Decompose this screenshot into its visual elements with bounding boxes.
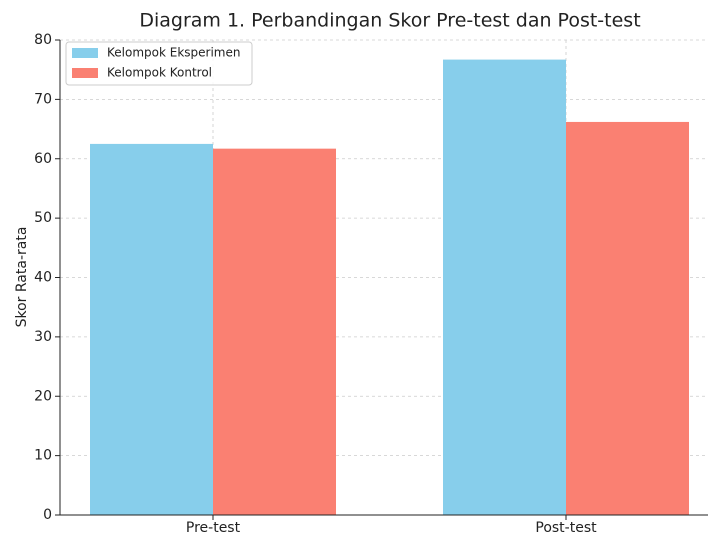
bar	[90, 143, 213, 515]
y-tick-label: 0	[43, 507, 52, 523]
y-tick-label: 70	[34, 91, 52, 107]
legend-swatch	[72, 48, 98, 58]
y-tick-label: 60	[34, 151, 52, 167]
chart-title: Diagram 1. Perbandingan Skor Pre-test da…	[139, 10, 640, 32]
legend-label: Kelompok Kontrol	[107, 66, 212, 80]
bar	[213, 148, 336, 515]
legend: Kelompok Eksperimen Kelompok Kontrol	[65, 41, 253, 86]
bar	[566, 121, 689, 515]
x-tick-label: Pre-test	[186, 520, 241, 533]
y-tick-label: 50	[34, 210, 52, 226]
legend-swatch	[72, 68, 98, 78]
y-tick-label: 30	[34, 329, 52, 345]
y-tick-label: 10	[34, 448, 52, 464]
legend-box	[65, 41, 253, 86]
legend-label: Kelompok Eksperimen	[107, 46, 240, 60]
y-axis-label: Skor Rata-rata	[14, 227, 30, 328]
y-tick-label: 20	[34, 388, 52, 404]
bar	[443, 59, 566, 515]
y-tick-label: 40	[34, 270, 52, 286]
x-tick-label: Post-test	[535, 520, 597, 533]
y-tick-label: 80	[34, 32, 52, 48]
